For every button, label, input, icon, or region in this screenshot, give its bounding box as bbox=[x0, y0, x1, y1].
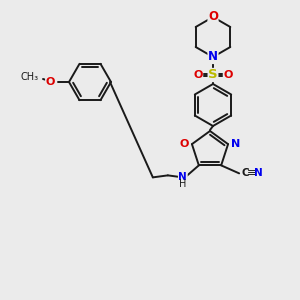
Text: N: N bbox=[231, 139, 240, 149]
Text: O: O bbox=[180, 139, 189, 149]
Text: N: N bbox=[208, 50, 218, 64]
Text: ≡: ≡ bbox=[247, 168, 256, 178]
Text: O: O bbox=[223, 70, 233, 80]
Text: O: O bbox=[208, 11, 218, 23]
Text: S: S bbox=[208, 68, 218, 82]
Text: C: C bbox=[241, 168, 249, 178]
Text: CH₃: CH₃ bbox=[21, 72, 39, 82]
Text: N: N bbox=[178, 172, 187, 182]
Text: N: N bbox=[254, 168, 263, 178]
Text: H: H bbox=[179, 179, 187, 189]
Text: O: O bbox=[46, 77, 55, 87]
Text: O: O bbox=[193, 70, 203, 80]
